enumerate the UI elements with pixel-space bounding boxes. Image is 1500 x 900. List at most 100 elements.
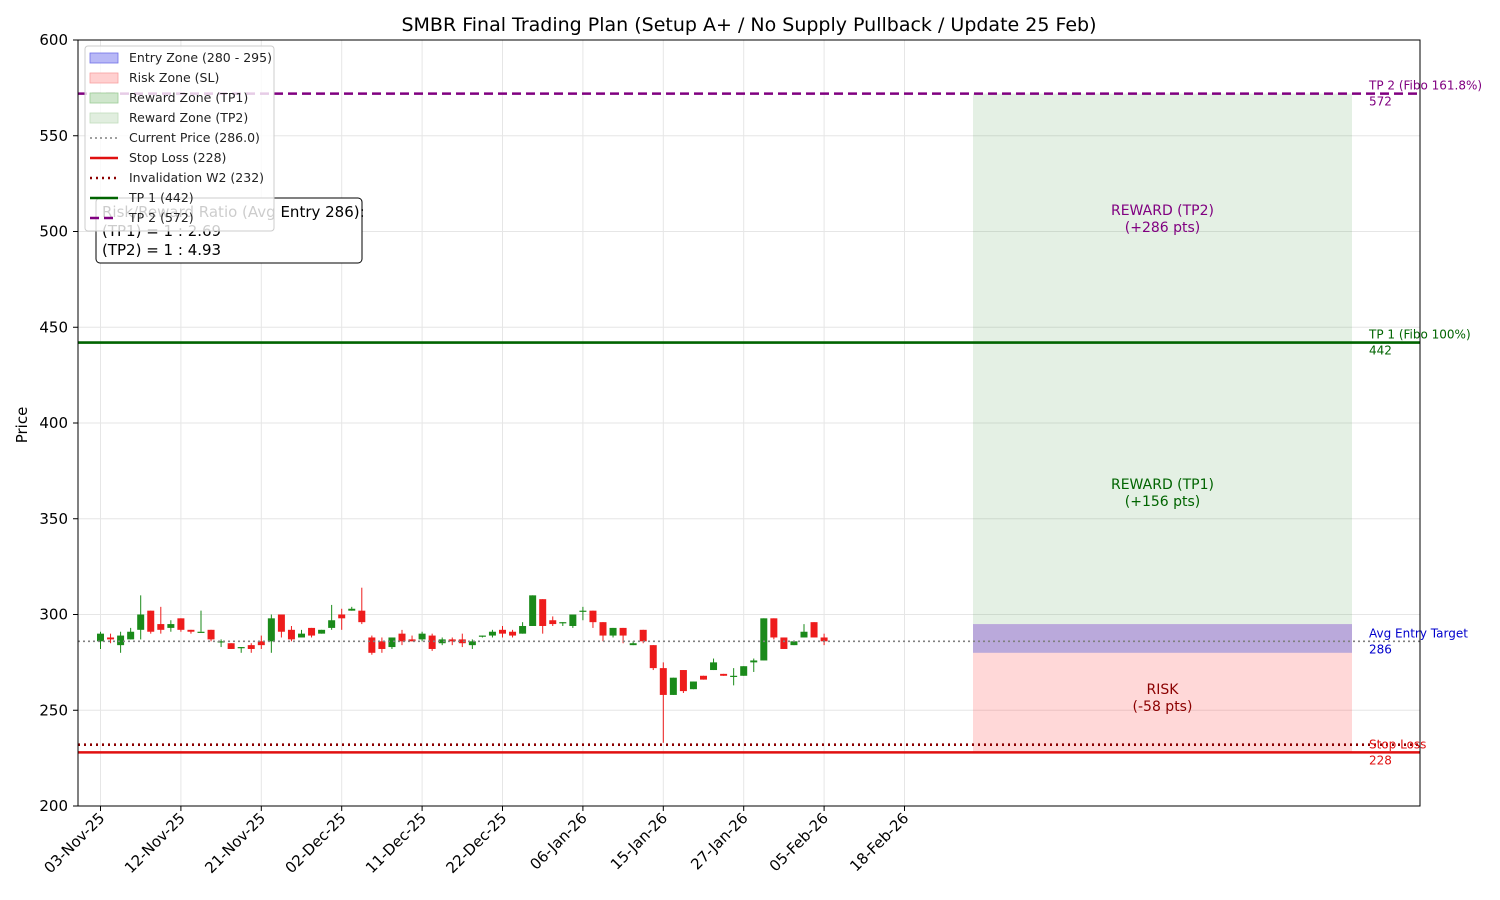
candle-body: [117, 635, 125, 646]
candle-body: [267, 618, 275, 642]
entry-zone: [973, 624, 1352, 653]
candle-body: [237, 647, 245, 649]
x-tick-label: 15-Jan-26: [607, 809, 671, 873]
risk-zone: [973, 624, 1352, 753]
candle-body: [438, 639, 446, 644]
zone-label-points: (+156 pts): [1125, 494, 1201, 510]
candle-body: [539, 599, 547, 626]
legend-label: Current Price (286.0): [129, 130, 260, 145]
chart-title: SMBR Final Trading Plan (Setup A+ / No S…: [401, 14, 1096, 36]
candle-body: [348, 608, 356, 611]
candle-body: [247, 645, 255, 649]
legend-label: Invalidation W2 (232): [129, 170, 264, 185]
x-tick-label: 02-Dec-25: [282, 809, 350, 877]
candle-body: [579, 610, 587, 612]
candle-body: [318, 629, 326, 634]
candle-body: [810, 622, 818, 638]
level-lines: [78, 92, 1420, 754]
candle-body: [147, 610, 155, 632]
candle-body: [780, 637, 788, 649]
legend-label: TP 1 (442): [128, 190, 194, 205]
candle-body: [398, 633, 406, 642]
candle-body: [589, 610, 597, 623]
x-tick-label: 05-Feb-26: [766, 809, 832, 875]
legend-label: Risk Zone (SL): [129, 70, 219, 85]
x-tick-label: 21-Nov-25: [201, 809, 269, 877]
level-label-value: 442: [1369, 344, 1392, 358]
candle-body: [529, 595, 537, 626]
legend-label: Stop Loss (228): [129, 150, 226, 165]
legend-frame: [84, 45, 275, 232]
candle-body: [609, 627, 617, 636]
candle-body: [187, 629, 195, 632]
candle-body: [227, 643, 235, 649]
candle-body: [499, 629, 506, 634]
candle-body: [448, 639, 456, 642]
candle-body: [659, 668, 667, 695]
candle-body: [720, 673, 728, 676]
legend-label: Entry Zone (280 - 295): [129, 50, 272, 65]
candle-body: [820, 637, 828, 642]
candle-body: [669, 677, 677, 695]
candle-body: [378, 641, 386, 649]
candle-body: [629, 643, 637, 646]
candle-body: [97, 633, 104, 642]
y-tick-label: 500: [39, 223, 68, 241]
legend-swatch: [89, 92, 119, 104]
legend-swatch: [89, 52, 119, 64]
y-tick-label: 350: [39, 510, 68, 528]
candle-body: [428, 635, 436, 649]
candle-body: [679, 670, 687, 692]
zone-label-title: REWARD (TP2): [1111, 203, 1214, 219]
candle-body: [710, 662, 718, 671]
y-axis-label: Price: [13, 407, 31, 444]
candle-body: [277, 614, 285, 632]
candle-body: [388, 637, 396, 648]
x-tick-label: 06-Jan-26: [526, 809, 590, 873]
candle-body: [488, 631, 496, 636]
candle-body: [257, 641, 265, 646]
candle-body: [519, 625, 527, 634]
candle-body: [287, 629, 295, 640]
level-label-name: TP 1 (Fibo 100%): [1368, 328, 1471, 342]
y-tick-label: 250: [39, 701, 68, 719]
candle-body: [107, 637, 115, 640]
candle-body: [750, 660, 758, 663]
candle-body: [458, 639, 466, 644]
reward-zone-tp2: [973, 93, 1352, 343]
candle-body: [599, 622, 607, 636]
level-labels: TP 2 (Fibo 161.8%) 572 TP 1 (Fibo 100%) 442…: [1368, 79, 1482, 768]
candlesticks: [97, 587, 828, 743]
y-tick-label: 400: [39, 414, 68, 432]
level-label-name: Stop Loss: [1369, 737, 1426, 751]
trade-zones: [973, 93, 1352, 753]
candle-body: [328, 620, 336, 628]
legend: Entry Zone (280 - 295) Risk Zone (SL) Rewa…: [84, 45, 275, 232]
candle-body: [569, 614, 577, 626]
rr-line-3: (TP2) = 1 : 4.93: [102, 241, 221, 259]
candle-body: [368, 637, 376, 653]
candle-body: [478, 635, 486, 637]
candle-body: [639, 629, 647, 642]
x-tick-label: 03-Nov-25: [41, 809, 109, 877]
candle-body: [338, 614, 346, 619]
candle-body: [549, 620, 557, 625]
legend-swatch: [89, 112, 119, 124]
candle-body: [418, 633, 426, 640]
candle-body: [770, 618, 778, 638]
candle-body: [217, 641, 225, 643]
candle-body: [740, 666, 748, 676]
candle-body: [408, 639, 416, 642]
candle-body: [649, 645, 657, 669]
candle-body: [730, 675, 738, 677]
x-tick-label: 12-Nov-25: [121, 809, 189, 877]
candle-body: [760, 618, 768, 661]
zone-label-points: (+286 pts): [1125, 220, 1201, 236]
zone-label-points: (-58 pts): [1133, 699, 1193, 715]
candle-body: [358, 610, 366, 623]
legend-label: Reward Zone (TP2): [129, 110, 248, 125]
candle-body: [298, 633, 305, 638]
candle-body: [167, 624, 175, 628]
candle-body: [137, 614, 145, 630]
